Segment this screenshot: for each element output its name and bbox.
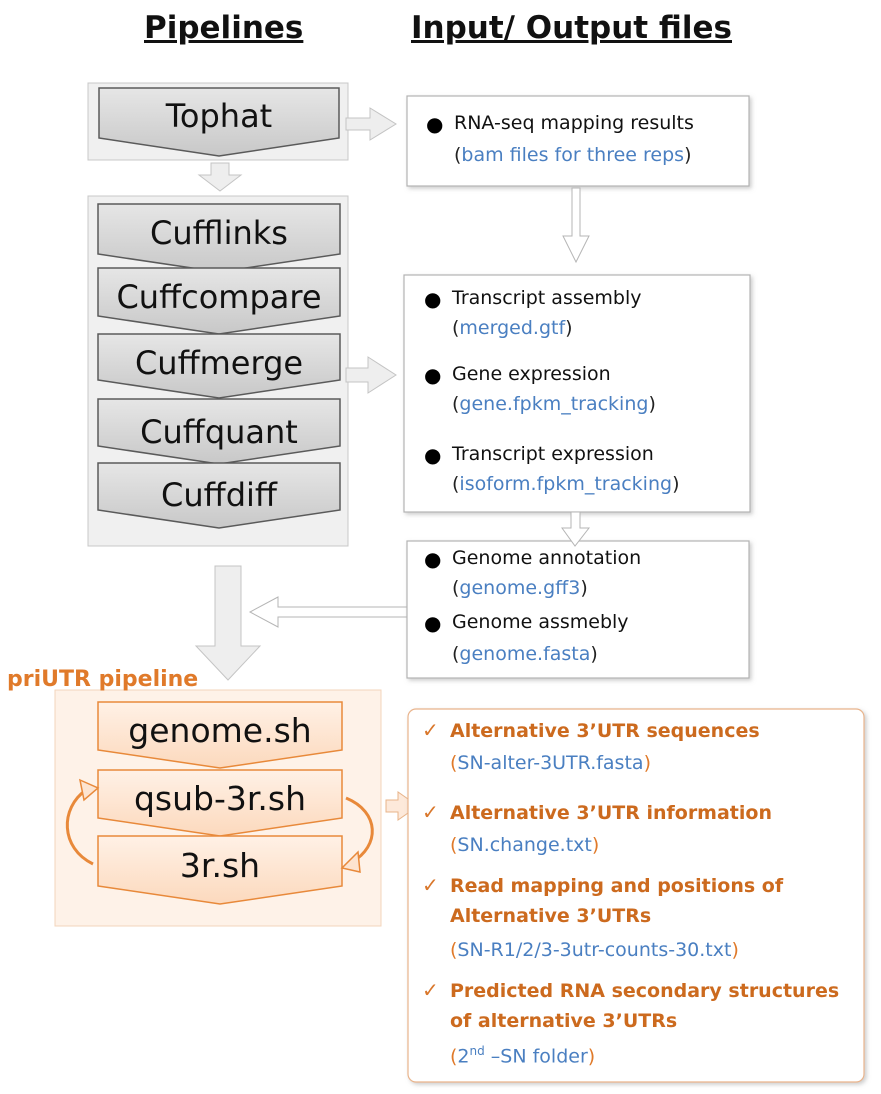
step-label-cuffmerge: Cuffmerge	[134, 344, 304, 382]
heading-pipelines: Pipelines	[144, 10, 304, 46]
step-label-3r-sh: 3r.sh	[179, 846, 261, 885]
loop-arrow-right-head	[340, 850, 361, 873]
item-title: Genome assmebly	[452, 611, 629, 633]
checkmark-icon: ✓	[422, 978, 439, 1002]
chevron-cufflinks	[97, 203, 341, 273]
box-mapping-frame	[406, 95, 750, 187]
arrow-tophat-to-cuff	[197, 162, 243, 192]
step-label-qsub-3r-sh: qsub-3r.sh	[133, 779, 307, 818]
item-title: Gene expression	[452, 363, 611, 385]
item-title-line-2: Alternative 3’UTRs	[450, 905, 652, 927]
tophat-chevron	[98, 87, 340, 157]
item-file: (genome.fasta)	[452, 643, 598, 665]
chevron-cuffcompare	[97, 267, 341, 335]
arrow-cuff-to-priutr	[194, 565, 262, 681]
item-file: (SN.change.txt)	[450, 834, 600, 856]
arrow-cuff-to-box	[345, 356, 397, 394]
box-genome: ● Genome annotation (genome.gff3) ● Geno…	[424, 547, 744, 675]
item-title-line-2: of alternative 3’UTRs	[450, 1010, 678, 1032]
item-title-line-1: Predicted RNA secondary structures	[450, 980, 840, 1002]
box-cuff: ● Transcript assembly (merged.gtf) ● Gen…	[424, 287, 744, 507]
item-file: (gene.fpkm_tracking)	[452, 393, 656, 415]
item-file: (merged.gtf)	[452, 317, 573, 339]
tophat-label: Tophat	[165, 97, 273, 135]
bullet-icon: ●	[424, 363, 442, 387]
item-title: Genome annotation	[452, 547, 642, 569]
step-label-cuffdiff: Cuffdiff	[161, 476, 277, 514]
checkmark-icon: ✓	[422, 718, 439, 742]
item-title: Transcript expression	[452, 443, 654, 465]
chevron-3r-sh	[97, 835, 343, 905]
chevron-qsub-3r-sh	[97, 769, 343, 837]
bullet-icon: ●	[424, 547, 442, 571]
chevron-cuffmerge	[97, 333, 341, 399]
item-file: (isoform.fpkm_tracking)	[452, 473, 680, 495]
chevron-genome-sh	[97, 701, 343, 769]
bullet-icon: ●	[424, 443, 442, 467]
chevron-cuffdiff	[97, 462, 341, 529]
loop-arrow-left	[65, 788, 94, 866]
item-title: Alternative 3’UTR information	[450, 802, 772, 824]
item-title: RNA-seq mapping results	[454, 112, 694, 134]
priutr-title: priUTR pipeline	[7, 667, 199, 692]
item-file: (2nd –SN folder)	[450, 1044, 596, 1068]
item-title: Alternative 3’UTR sequences	[450, 720, 760, 742]
arrow-tophat-to-mapping	[345, 107, 397, 141]
item-file: (SN-R1/2/3-3utr-counts-30.txt)	[450, 939, 739, 961]
step-label-cuffcompare: Cuffcompare	[116, 278, 322, 316]
loop-arrow-left-head	[78, 778, 100, 802]
box-cuff-frame	[403, 274, 751, 513]
checkmark-icon: ✓	[422, 873, 439, 897]
step-label-genome-sh: genome.sh	[128, 711, 312, 750]
heading-io-files: Input/ Output files	[411, 10, 732, 46]
arrow-cuffbox-to-genome	[561, 511, 591, 547]
item-file: (genome.gff3)	[452, 577, 588, 599]
item-file: (SN-alter-3UTR.fasta)	[450, 752, 651, 774]
box-outputs: ✓ Alternative 3’UTR sequences (SN-alter-…	[422, 718, 858, 1076]
box-genome-frame	[406, 540, 750, 679]
box-outputs-frame	[407, 708, 865, 1083]
box-mapping: ● RNA-seq mapping results (bam files for…	[426, 112, 746, 182]
loop-arrow-right	[345, 796, 374, 864]
bullet-icon: ●	[426, 112, 444, 136]
bullet-icon: ●	[424, 287, 442, 311]
step-label-cufflinks: Cufflinks	[150, 214, 288, 252]
item-file: (bam files for three reps)	[454, 144, 692, 166]
bullet-icon: ●	[424, 611, 442, 635]
arrow-mapping-to-cuff	[562, 187, 590, 264]
item-title-line-1: Read mapping and positions of	[450, 875, 784, 897]
checkmark-icon: ✓	[422, 800, 439, 824]
arrow-genome-to-pipeline	[248, 596, 413, 628]
step-label-cuffquant: Cuffquant	[140, 413, 298, 451]
item-title: Transcript assembly	[452, 287, 642, 309]
chevron-cuffquant	[97, 398, 341, 465]
